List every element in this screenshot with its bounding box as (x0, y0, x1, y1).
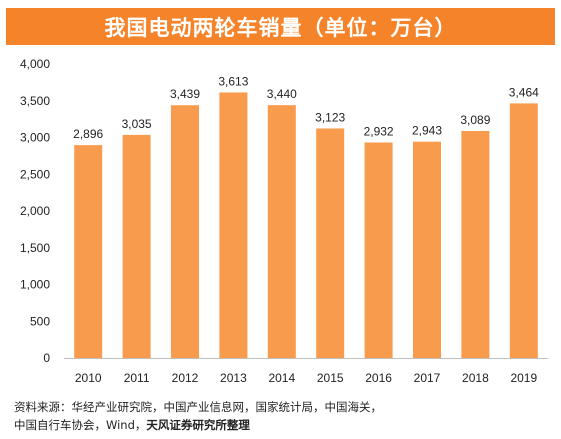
bar (509, 103, 538, 358)
source-note: 资料来源：华经产业研究院，中国产业信息网，国家统计局，中国海关， 中国自行车协会… (14, 398, 554, 434)
x-tick-label: 2015 (317, 371, 344, 385)
source-line-2-emphasis: 天风证券研究所整理 (146, 418, 250, 432)
chart-title: 我国电动两轮车销量（单位：万台） (104, 15, 457, 40)
chart-title-bar: 我国电动两轮车销量（单位：万台） (6, 8, 555, 45)
source-line-2-prefix: 中国自行车协会，Wind， (14, 418, 147, 432)
data-label: 3,613 (218, 74, 248, 88)
bar (316, 128, 345, 358)
bar-chart: 0 500 1,000 1,500 2,000 2,500 3,000 3,500 4,000 2… (20, 57, 548, 385)
y-tick-label: 3,000 (20, 131, 50, 145)
x-tick-label: 2012 (172, 371, 199, 385)
data-label: 2,896 (73, 127, 103, 141)
bar (219, 92, 248, 358)
x-tick-label: 2018 (462, 371, 489, 385)
y-tick-label: 4,000 (20, 57, 50, 71)
bar (267, 105, 296, 358)
y-tick-label: 2,000 (20, 204, 50, 218)
data-label: 2,932 (364, 124, 394, 138)
data-label: 2,943 (412, 124, 442, 138)
x-tick-label: 2017 (414, 371, 441, 385)
data-label: 3,439 (170, 87, 200, 101)
chart-area: 0 500 1,000 1,500 2,000 2,500 3,000 3,500 4,000 2… (0, 52, 561, 390)
y-tick-label: 3,500 (20, 94, 50, 108)
x-tick-label: 2016 (365, 371, 392, 385)
y-tick-label: 1,000 (20, 278, 50, 292)
x-tick-label: 2019 (510, 371, 537, 385)
bar (74, 145, 103, 358)
data-label: 3,089 (460, 113, 490, 127)
y-tick-label: 500 (30, 314, 50, 328)
x-tick-label: 2010 (75, 371, 102, 385)
y-tick-label: 0 (43, 351, 50, 365)
source-line-2: 中国自行车协会，Wind，天风证券研究所整理 (14, 416, 554, 434)
bar (171, 105, 199, 358)
x-tick-label: 2013 (220, 371, 247, 385)
bar (413, 141, 441, 358)
bar (122, 134, 151, 358)
bar (364, 142, 393, 358)
y-tick-label: 2,500 (20, 167, 50, 181)
x-tick-label: 2011 (124, 371, 150, 385)
data-label: 3,035 (122, 117, 152, 131)
x-tick-label: 2014 (268, 371, 295, 385)
source-line-1: 资料来源：华经产业研究院，中国产业信息网，国家统计局，中国海关， (14, 400, 382, 414)
data-label: 3,464 (509, 85, 539, 99)
y-tick-label: 1,500 (20, 241, 50, 255)
data-label: 3,440 (267, 87, 297, 101)
data-label: 3,123 (315, 110, 345, 124)
bar (461, 130, 490, 358)
